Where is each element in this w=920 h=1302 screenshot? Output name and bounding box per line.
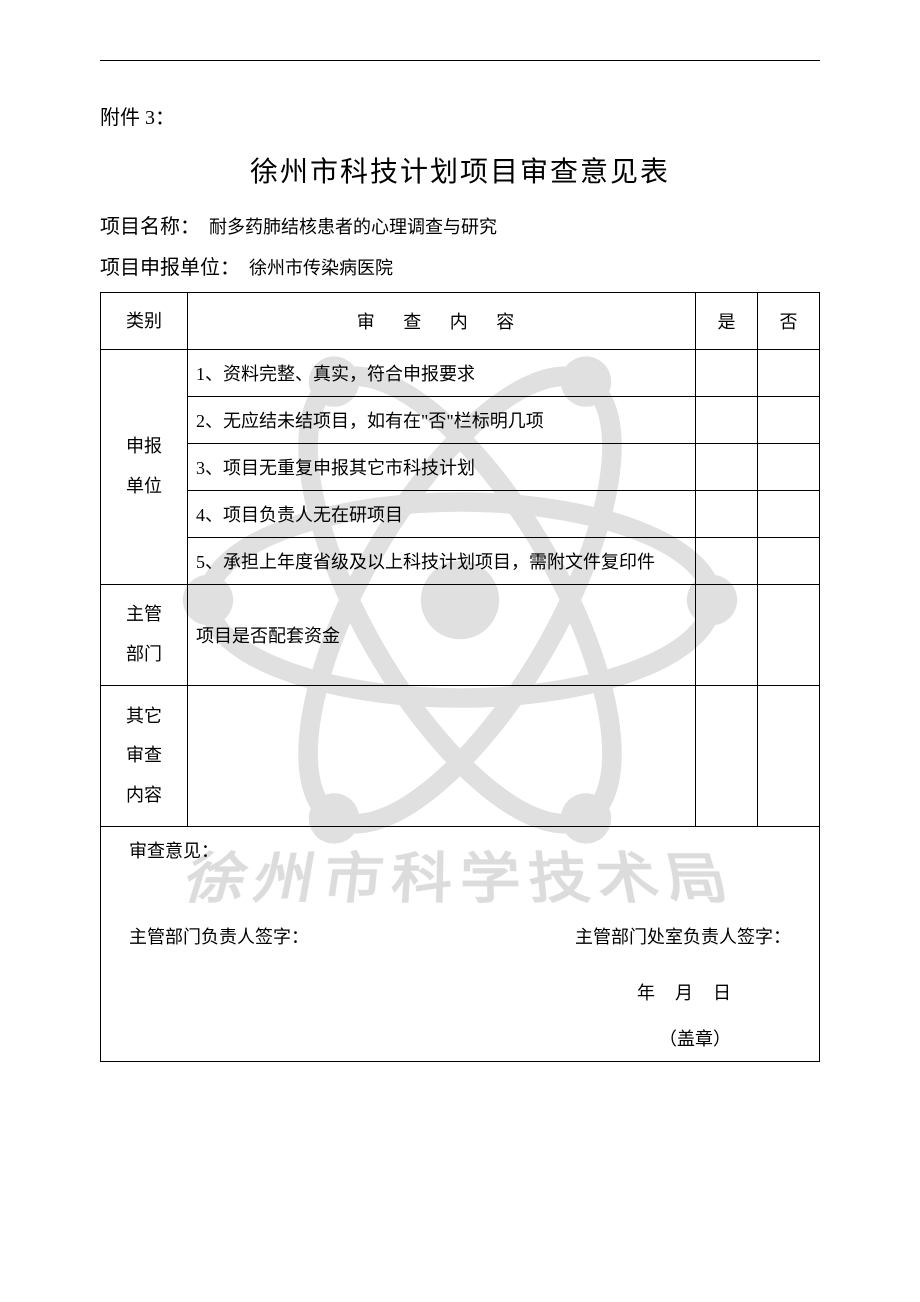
section1-item: 1、资料完整、真实，符合申报要求	[188, 350, 696, 397]
section1-label-line1: 申报	[126, 436, 162, 456]
header-yes: 是	[696, 293, 758, 350]
seal-row: （盖章）	[109, 1025, 811, 1051]
section1-item: 5、承担上年度省级及以上科技计划项目，需附文件复印件	[188, 538, 696, 585]
signature-2-label: 主管部门处室负责人签字：	[575, 923, 791, 949]
review-table: 类别 审 查 内 容 是 否 申报 单位 1、资料完整、真实，符合申报要求 2、…	[100, 292, 820, 1062]
header-no: 否	[758, 293, 820, 350]
no-cell	[758, 350, 820, 397]
signature-1-label: 主管部门负责人签字：	[129, 923, 309, 949]
table-row: 主管 部门 项目是否配套资金	[101, 585, 820, 686]
section2-content: 项目是否配套资金	[188, 585, 696, 686]
header-content: 审 查 内 容	[188, 293, 696, 350]
yes-cell	[696, 538, 758, 585]
top-rule	[100, 60, 820, 61]
project-name-value: 耐多药肺结核患者的心理调查与研究	[209, 217, 497, 237]
yes-cell	[696, 444, 758, 491]
table-row: 2、无应结未结项目，如有在"否"栏标明几项	[101, 397, 820, 444]
section1-item: 4、项目负责人无在研项目	[188, 491, 696, 538]
opinion-row: 审查意见： 主管部门负责人签字： 主管部门处室负责人签字： 年月日 （盖章）	[101, 827, 820, 1062]
attachment-label: 附件 3：	[100, 101, 820, 130]
no-cell	[758, 538, 820, 585]
no-cell	[758, 444, 820, 491]
yes-cell	[696, 686, 758, 827]
table-row: 5、承担上年度省级及以上科技计划项目，需附文件复印件	[101, 538, 820, 585]
section1-label-line2: 单位	[126, 476, 162, 496]
header-category: 类别	[101, 293, 188, 350]
date-row: 年月日	[109, 979, 811, 1005]
table-row: 其它 审查 内容	[101, 686, 820, 827]
section3-label-line3: 内容	[126, 785, 162, 805]
applicant-unit-value: 徐州市传染病医院	[249, 258, 393, 278]
opinion-label: 审查意见：	[109, 837, 811, 863]
section3-label-line1: 其它	[126, 706, 162, 726]
table-header-row: 类别 审 查 内 容 是 否	[101, 293, 820, 350]
section3-content	[188, 686, 696, 827]
project-name-label: 项目名称：	[100, 216, 200, 238]
table-row: 3、项目无重复申报其它市科技计划	[101, 444, 820, 491]
yes-cell	[696, 585, 758, 686]
section2-label-line2: 部门	[126, 644, 162, 664]
section3-label-line2: 审查	[126, 745, 162, 765]
table-row: 4、项目负责人无在研项目	[101, 491, 820, 538]
document-page: 附件 3： 徐州市科技计划项目审查意见表 项目名称： 耐多药肺结核患者的心理调查…	[0, 0, 920, 1062]
section1-label: 申报 单位	[101, 350, 188, 585]
no-cell	[758, 585, 820, 686]
project-name-row: 项目名称： 耐多药肺结核患者的心理调查与研究	[100, 210, 820, 239]
no-cell	[758, 397, 820, 444]
main-title: 徐州市科技计划项目审查意见表	[100, 150, 820, 190]
table-row: 申报 单位 1、资料完整、真实，符合申报要求	[101, 350, 820, 397]
no-cell	[758, 491, 820, 538]
section2-label: 主管 部门	[101, 585, 188, 686]
yes-cell	[696, 397, 758, 444]
section3-label: 其它 审查 内容	[101, 686, 188, 827]
section1-item: 2、无应结未结项目，如有在"否"栏标明几项	[188, 397, 696, 444]
signature-row: 主管部门负责人签字： 主管部门处室负责人签字：	[109, 923, 811, 949]
opinion-cell: 审查意见： 主管部门负责人签字： 主管部门处室负责人签字： 年月日 （盖章）	[101, 827, 820, 1062]
section2-label-line1: 主管	[126, 604, 162, 624]
yes-cell	[696, 350, 758, 397]
section1-item: 3、项目无重复申报其它市科技计划	[188, 444, 696, 491]
applicant-unit-row: 项目申报单位： 徐州市传染病医院	[100, 251, 820, 280]
applicant-unit-label: 项目申报单位：	[100, 257, 240, 279]
no-cell	[758, 686, 820, 827]
yes-cell	[696, 491, 758, 538]
